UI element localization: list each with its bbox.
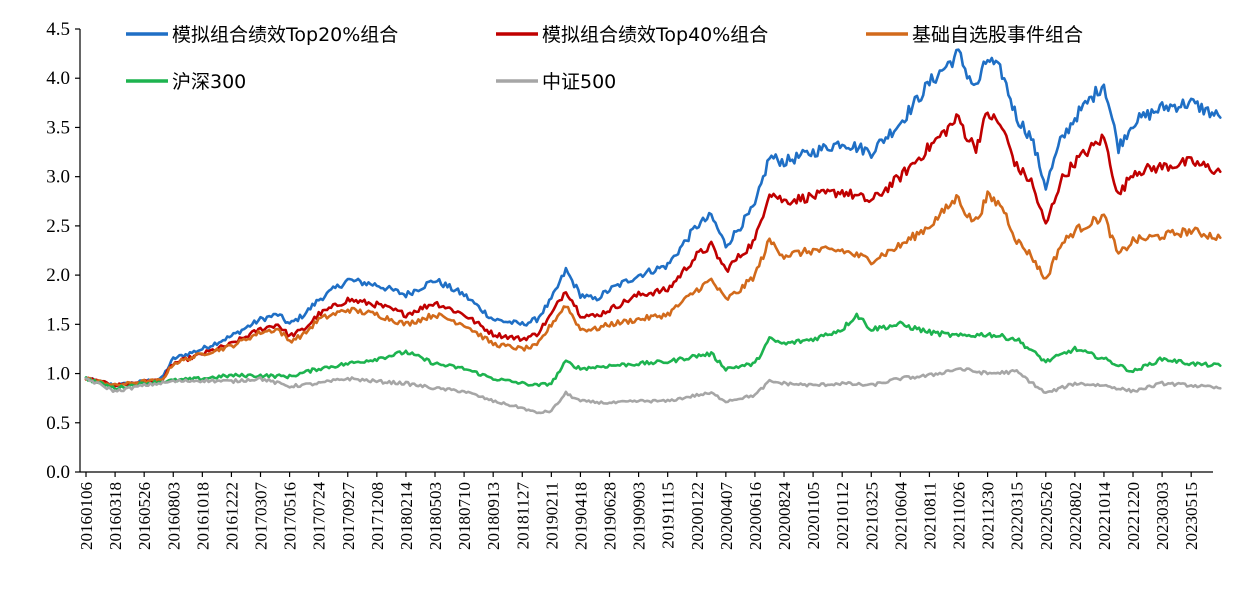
x-tick-label: 20220802 xyxy=(1066,482,1085,550)
x-tick-label: 20170307 xyxy=(252,482,271,551)
legend-label-2: 基础自选股事件组合 xyxy=(912,24,1083,46)
x-tick-label: 20160318 xyxy=(106,482,125,550)
legend-label-3: 沪深300 xyxy=(172,71,246,93)
chart-series xyxy=(84,48,1222,415)
series-line-2 xyxy=(84,190,1222,387)
x-tick-label: 20210112 xyxy=(833,482,852,549)
y-axis-ticks: 0.0 0.5 1.0 1.5 2.0 2.5 3.0 3.5 4.0 4.5 xyxy=(46,19,80,483)
x-tick-label: 20181127 xyxy=(513,482,532,550)
y-tick-label: 4.0 xyxy=(46,68,70,89)
x-tick-label: 20221220 xyxy=(1124,482,1143,550)
chart-legend: 模拟组合绩效Top20%组合 模拟组合绩效Top40%组合 基础自选股事件组合沪深3… xyxy=(126,24,1083,93)
x-tick-label: 20161018 xyxy=(193,482,212,550)
x-tick-label: 20180214 xyxy=(397,482,416,551)
series-line-3 xyxy=(84,312,1222,391)
x-tick-label: 20211026 xyxy=(950,482,969,549)
x-tick-label: 20200407 xyxy=(717,482,736,551)
x-tick-label: 20220526 xyxy=(1037,482,1056,550)
x-tick-label: 20201105 xyxy=(804,482,823,549)
chart-axes xyxy=(79,29,1213,473)
x-tick-label: 20170516 xyxy=(281,482,300,550)
x-tick-label: 20211230 xyxy=(979,482,998,549)
x-tick-label: 20190418 xyxy=(571,482,590,550)
y-tick-label: 0.5 xyxy=(46,413,70,434)
x-tick-label: 20200824 xyxy=(775,482,794,551)
x-tick-label: 20160803 xyxy=(164,482,183,550)
x-tick-label: 20200122 xyxy=(688,482,707,550)
x-tick-label: 20160106 xyxy=(77,482,96,550)
x-tick-label: 20190903 xyxy=(630,482,649,550)
x-tick-label: 20170927 xyxy=(339,482,358,551)
x-axis-ticks: 20160106 20160318 20160526 20160803 20161018… xyxy=(77,472,1201,550)
x-tick-label: 20180710 xyxy=(455,482,474,550)
x-tick-label: 20191115 xyxy=(659,482,678,549)
y-tick-label: 4.5 xyxy=(46,19,70,40)
x-tick-label: 20190211 xyxy=(542,482,561,549)
y-tick-label: 2.5 xyxy=(46,216,70,237)
x-tick-label: 20171208 xyxy=(368,482,387,550)
x-tick-label: 20230303 xyxy=(1153,482,1172,550)
y-tick-label: 3.5 xyxy=(46,117,70,138)
x-tick-label: 20230515 xyxy=(1182,482,1201,550)
x-tick-label: 20160526 xyxy=(135,482,154,550)
y-tick-label: 0.0 xyxy=(46,462,70,483)
x-tick-label: 20210325 xyxy=(862,482,881,550)
x-tick-label: 20210811 xyxy=(920,482,939,549)
series-line-0 xyxy=(84,48,1222,388)
y-tick-label: 1.0 xyxy=(46,364,70,385)
x-tick-label: 20200616 xyxy=(746,482,765,550)
x-tick-label: 20221014 xyxy=(1095,482,1114,551)
y-tick-label: 2.0 xyxy=(46,265,70,286)
x-tick-label: 20190628 xyxy=(601,482,620,550)
legend-label-0: 模拟组合绩效Top20%组合 xyxy=(172,24,398,46)
series-line-4 xyxy=(84,367,1222,415)
y-tick-label: 3.0 xyxy=(46,167,70,188)
x-tick-label: 20180913 xyxy=(484,482,503,550)
series-line-1 xyxy=(84,111,1222,388)
y-tick-label: 1.5 xyxy=(46,314,70,335)
legend-label-4: 中证500 xyxy=(542,71,616,93)
legend-label-1: 模拟组合绩效Top40%组合 xyxy=(542,24,768,46)
x-tick-label: 20220315 xyxy=(1008,482,1027,550)
x-tick-label: 20170724 xyxy=(310,482,329,551)
x-tick-label: 20210604 xyxy=(891,482,910,551)
x-tick-label: 20180503 xyxy=(426,482,445,550)
x-tick-label: 20161222 xyxy=(222,482,241,550)
